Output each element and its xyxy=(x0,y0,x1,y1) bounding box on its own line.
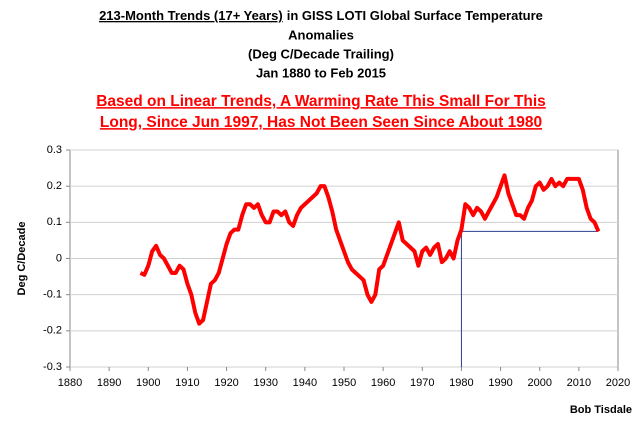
title-part: in GISS LOTI Global Surface Temperature xyxy=(287,8,543,23)
x-tick-label: 1930 xyxy=(253,377,277,389)
chart-title: (Deg C/Decade Trailing) xyxy=(248,46,394,61)
x-tick-label: 1950 xyxy=(332,377,356,389)
x-tick-label: 1940 xyxy=(293,377,317,389)
y-axis-label: Deg C/Decade xyxy=(16,222,28,296)
x-tick-label: 1990 xyxy=(488,377,512,389)
x-tick-label: 1980 xyxy=(449,377,473,389)
x-tick-label: 1910 xyxy=(175,377,199,389)
credit: Bob Tisdale xyxy=(570,404,632,416)
x-tick-label: 1900 xyxy=(136,377,160,389)
chart-subtitle: Long, Since Jun 1997, Has Not Been Seen … xyxy=(100,114,542,131)
y-tick-label: -0.2 xyxy=(43,325,62,337)
y-tick-label: 0.1 xyxy=(47,216,62,228)
chart-title: 213-Month Trends (17+ Years) in GISS LOTI… xyxy=(99,8,543,23)
y-tick-label: 0.3 xyxy=(47,144,62,156)
y-tick-label: -0.1 xyxy=(43,289,62,301)
chart-title: Jan 1880 to Feb 2015 xyxy=(256,65,386,80)
x-tick-label: 2010 xyxy=(567,377,591,389)
x-tick-label: 1960 xyxy=(371,377,395,389)
y-tick-label: -0.3 xyxy=(43,361,62,373)
y-tick-label: 0.2 xyxy=(47,180,62,192)
x-tick-label: 1970 xyxy=(410,377,434,389)
x-tick-label: 1890 xyxy=(97,377,121,389)
x-tick-label: 1880 xyxy=(58,377,82,389)
y-tick-label: 0 xyxy=(56,252,62,264)
chart-subtitle: Based on Linear Trends, A Warming Rate T… xyxy=(96,93,546,110)
chart-title: Anomalies xyxy=(288,27,354,42)
x-tick-label: 1920 xyxy=(214,377,238,389)
data-line xyxy=(139,173,601,326)
title-part: 213-Month Trends (17+ Years) xyxy=(99,8,283,23)
x-tick-label: 2020 xyxy=(606,377,630,389)
x-tick-label: 2000 xyxy=(527,377,551,389)
